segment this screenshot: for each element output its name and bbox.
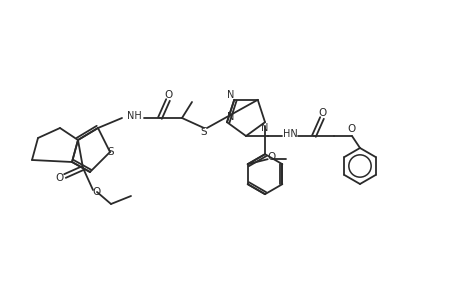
- Text: N: N: [227, 112, 234, 122]
- Text: N: N: [226, 90, 234, 100]
- Text: O: O: [93, 187, 101, 197]
- Text: O: O: [318, 108, 326, 118]
- Text: N: N: [261, 123, 268, 133]
- Text: S: S: [200, 127, 207, 137]
- Text: O: O: [56, 173, 64, 183]
- Text: NH: NH: [126, 111, 141, 121]
- Text: HN: HN: [282, 129, 297, 139]
- Text: O: O: [267, 152, 275, 162]
- Text: O: O: [347, 124, 355, 134]
- Text: O: O: [164, 90, 173, 100]
- Text: S: S: [107, 147, 114, 157]
